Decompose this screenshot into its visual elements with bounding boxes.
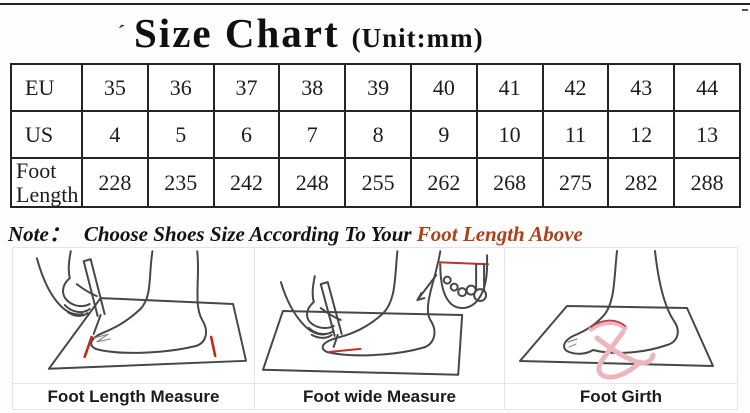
header: Size Chart (Unit:mm) [134,10,484,56]
foot-length-measure-illustration [35,250,248,370]
table-row-foot-length: Foot Length 228 235 242 248 255 262 268 … [10,157,741,208]
tick-mark: ´ [115,19,127,46]
note-line: Note： Choose Shoes Size According To Your… [8,218,583,248]
note-text: Choose Shoes Size According To Your [83,222,417,246]
size-cell: 42 [541,63,610,112]
note-highlight: Foot Length Above [416,222,583,246]
size-cell: 5 [146,110,215,159]
unit-label: (Unit:mm) [351,23,484,53]
size-cell: 43 [607,63,676,112]
figure-caption: Foot wide Measure [255,383,504,409]
size-cell: 4 [81,110,149,159]
size-cell: 6 [212,110,281,159]
size-cell: 288 [673,157,741,208]
size-cell: 275 [541,157,610,208]
size-cell: 35 [81,63,149,112]
foot-girth-illustration [519,250,714,380]
size-cell: 44 [673,63,741,112]
size-cell: 36 [146,63,215,112]
page-title: Size Chart [134,10,340,56]
table-row-eu: EU 35 36 37 38 39 40 41 42 43 44 [10,63,741,112]
note-label: Note： [8,222,70,246]
size-cell: 282 [607,157,676,208]
size-cell: 9 [409,110,478,159]
size-table: EU 35 36 37 38 39 40 41 42 43 44 US 4 5 … [10,63,741,208]
table-row-us: US 4 5 6 7 8 9 10 11 12 13 [10,110,741,159]
size-cell: 38 [278,63,347,112]
top-divider [0,3,750,5]
size-cell: 235 [146,157,215,208]
size-cell: 7 [278,110,347,159]
row-label-eu: EU [10,63,83,112]
row-label-us: US [10,110,83,159]
size-cell: 10 [475,110,544,159]
foot-wide-measure-illustration [261,250,490,376]
size-cell: 268 [475,157,544,208]
size-cell: 11 [541,110,610,159]
figure-foot-girth: Foot Girth [505,247,738,410]
size-cell: 255 [344,157,412,208]
size-cell: 39 [344,63,412,112]
size-cell: 13 [673,110,741,159]
size-cell: 248 [278,157,347,208]
size-cell: 242 [212,157,281,208]
figure-caption: Foot Length Measure [13,383,254,409]
edge-artifact [742,9,748,11]
row-label-foot-length: Foot Length [10,157,83,208]
size-cell: 262 [409,157,478,208]
size-cell: 12 [607,110,676,159]
size-cell: 37 [212,63,281,112]
measure-figures: Foot Length Measure [12,247,738,410]
figure-foot-wide: Foot wide Measure [255,247,505,410]
figure-caption: Foot Girth [505,383,737,409]
size-cell: 8 [344,110,412,159]
size-cell: 40 [409,63,478,112]
figure-foot-length: Foot Length Measure [12,247,255,410]
size-cell: 228 [81,157,149,208]
size-cell: 41 [475,63,544,112]
